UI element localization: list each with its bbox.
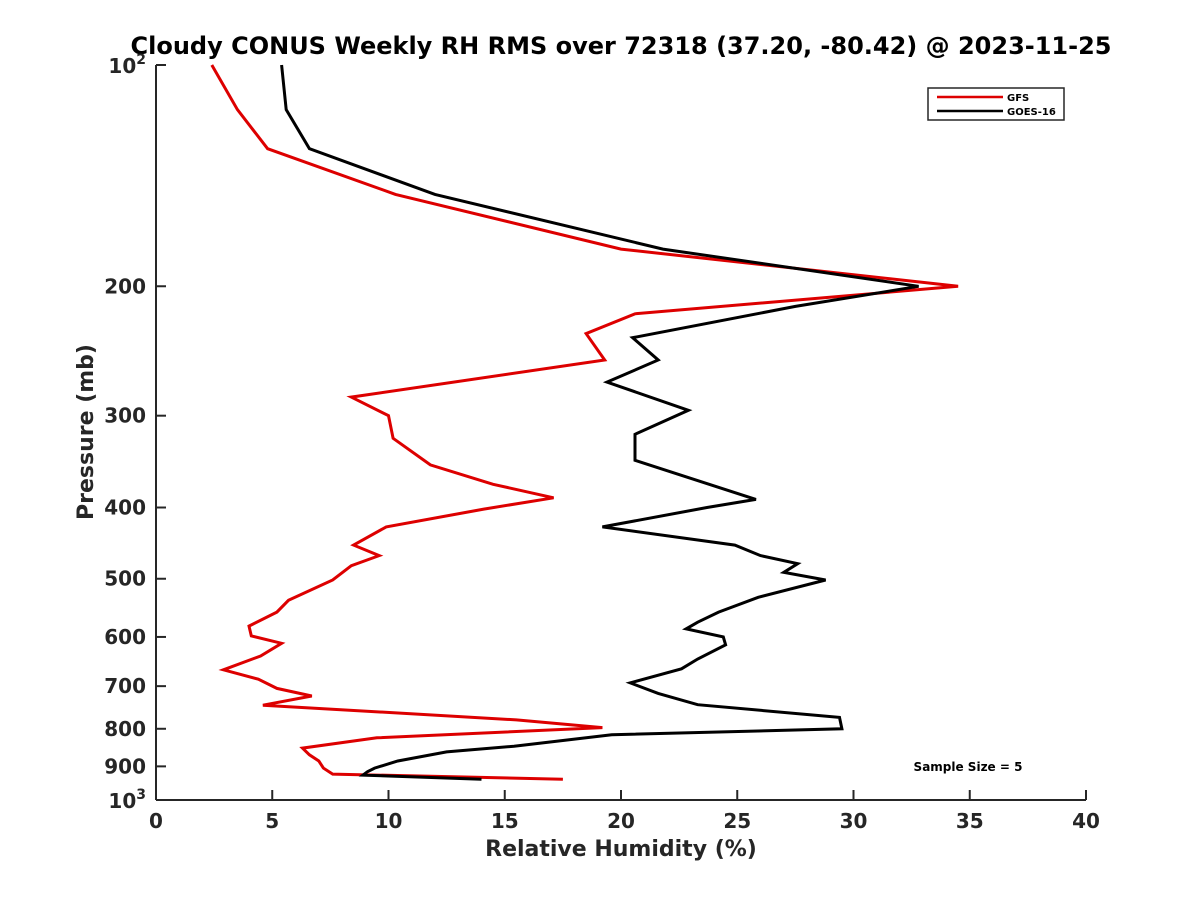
legend-box — [927, 87, 1065, 121]
x-ticks: 0 5 10 15 20 25 30 35 40 — [149, 790, 1100, 833]
series-line-gfs — [210, 64, 959, 781]
y-tick-base: 10 — [108, 789, 136, 813]
chart-title: Cloudy CONUS Weekly RH RMS over 72318 (3… — [131, 32, 1112, 60]
axes — [155, 65, 1086, 801]
y-tick-exponent: 2 — [136, 52, 146, 68]
y-tick-label: 500 — [104, 567, 146, 591]
y-tick-label: 800 — [104, 717, 146, 741]
y-tick-label-power: 103 — [108, 787, 146, 813]
sample-size-annotation: Sample Size = 5 — [914, 760, 1023, 774]
series-layer — [210, 64, 959, 781]
series-line-goes16 — [280, 64, 919, 781]
legend-label-gfs: GFS — [1007, 93, 1029, 104]
y-tick-label: 200 — [104, 274, 146, 298]
y-tick-label: 600 — [104, 625, 146, 649]
x-tick-label: 20 — [607, 809, 635, 833]
x-tick-label: 0 — [149, 809, 163, 833]
x-tick-label: 30 — [840, 809, 868, 833]
x-tick-label: 35 — [956, 809, 984, 833]
x-tick-label: 40 — [1072, 809, 1100, 833]
y-tick-base: 10 — [108, 54, 136, 78]
x-axis-label: Relative Humidity (%) — [485, 837, 757, 862]
y-tick-label-power: 102 — [108, 52, 146, 78]
y-tick-exponent: 3 — [136, 787, 146, 803]
y-tick-label: 700 — [104, 674, 146, 698]
legend: GFS GOES-16 — [927, 87, 1065, 121]
x-tick-label: 25 — [723, 809, 751, 833]
legend-label-goes16: GOES-16 — [1007, 107, 1056, 118]
x-tick-label: 10 — [375, 809, 403, 833]
x-tick-label: 5 — [265, 809, 279, 833]
y-tick-label: 400 — [104, 496, 146, 520]
y-tick-label: 900 — [104, 754, 146, 778]
x-tick-label: 15 — [491, 809, 519, 833]
y-tick-label: 300 — [104, 404, 146, 428]
y-axis-label: Pressure (mb) — [74, 344, 99, 520]
